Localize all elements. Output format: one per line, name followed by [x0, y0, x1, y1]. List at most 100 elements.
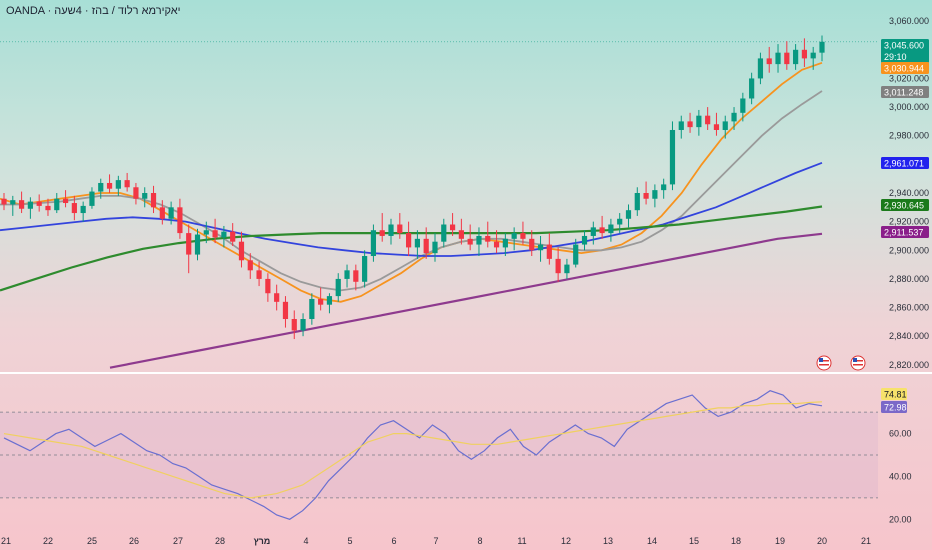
- candle-body: [309, 298, 315, 320]
- price-tag-value: 3,011.248: [884, 88, 923, 98]
- candle-body: [414, 238, 420, 248]
- candle-body: [608, 224, 614, 234]
- price-tag: [881, 86, 929, 98]
- time-tick-label: 5: [347, 536, 352, 546]
- candle-body: [713, 124, 720, 130]
- candle-body: [731, 112, 737, 122]
- flag-stripe: [819, 364, 829, 366]
- candle-body: [555, 258, 561, 274]
- candle-body: [458, 230, 464, 239]
- candle-body: [106, 182, 113, 189]
- candle-body: [133, 187, 139, 199]
- price-axis: 3,060.0003,040.0003,020.0003,000.0002,98…: [881, 16, 929, 370]
- candle-body: [230, 231, 236, 242]
- candle-body: [326, 296, 333, 305]
- flag-stripe: [819, 360, 829, 362]
- price-tick-label: 3,000.000: [889, 102, 929, 112]
- candle-body: [212, 230, 218, 238]
- event-icons: [816, 355, 866, 371]
- candle-body: [669, 129, 676, 185]
- candle-body: [159, 207, 165, 219]
- candle-body: [766, 58, 772, 65]
- candle-body: [467, 238, 473, 245]
- candle-body: [265, 278, 271, 294]
- candle-body: [36, 201, 42, 206]
- candle-body: [441, 224, 447, 242]
- candle-body: [291, 319, 297, 331]
- time-tick-label: 21: [1, 536, 11, 546]
- time-tick-label: 25: [87, 536, 97, 546]
- candle-body: [810, 52, 816, 59]
- candle-body: [115, 180, 121, 189]
- candle-body: [10, 200, 16, 205]
- candle-body: [599, 227, 605, 234]
- time-tick-label: מרץ: [254, 536, 271, 546]
- candle-body: [98, 182, 104, 192]
- candle-body: [476, 235, 482, 245]
- candle-body: [511, 233, 517, 239]
- time-tick-label: 18: [731, 536, 741, 546]
- flag-canton: [819, 358, 823, 362]
- candle-body: [388, 224, 394, 236]
- moving-average-line: [109, 232, 823, 369]
- candle-body: [335, 278, 341, 297]
- candle-body: [423, 238, 429, 254]
- time-tick-label: 28: [215, 536, 225, 546]
- price-tag: [881, 199, 929, 211]
- price-tick-label: 2,920.000: [889, 217, 929, 227]
- candle-body: [89, 191, 95, 206]
- price-tick-label: 2,880.000: [889, 274, 929, 284]
- candle-body: [62, 198, 69, 204]
- price-tick-label: 2,940.000: [889, 188, 929, 198]
- candle-body: [274, 293, 280, 302]
- candle-body: [397, 224, 403, 234]
- candle-body: [581, 235, 588, 245]
- candle-body: [1, 198, 7, 205]
- candle-body: [590, 227, 596, 236]
- candle-body: [124, 180, 130, 188]
- candle-body: [168, 207, 174, 219]
- price-tag-value: 3,045.600: [884, 41, 924, 51]
- rsi-tag: [881, 401, 907, 413]
- candle-body: [573, 244, 579, 265]
- price-tag-countdown: 29:10: [884, 52, 907, 62]
- flag-stripe: [853, 364, 863, 366]
- price-tick-label: 2,980.000: [889, 131, 929, 141]
- candle-body: [142, 193, 148, 199]
- candle-body: [775, 52, 781, 65]
- candle-body: [625, 210, 632, 219]
- rsi-panel: [0, 390, 878, 520]
- price-tag: [881, 157, 929, 169]
- candle-body: [221, 231, 227, 238]
- candle-body: [203, 230, 209, 235]
- candle-body: [282, 301, 289, 320]
- time-tick-label: 8: [477, 536, 482, 546]
- us-flag-icon: [816, 355, 832, 371]
- candle-body: [529, 238, 535, 251]
- us-flag-icon: [850, 355, 866, 371]
- moving-average-line: [0, 61, 823, 303]
- rsi-series-line: [3, 401, 823, 499]
- candle-body: [661, 184, 667, 191]
- candle-body: [186, 233, 192, 255]
- candle-body: [238, 241, 245, 261]
- candle-body: [634, 193, 640, 211]
- rsi-axis: 60.00 40.00 20.00 74.81 72.98: [881, 388, 912, 524]
- rsi-tick-label: 20.00: [889, 514, 912, 524]
- price-tag-value: 2,911.537: [884, 228, 923, 238]
- candle-body: [784, 52, 790, 65]
- price-tick-label: 2,900.000: [889, 245, 929, 255]
- time-tick-label: 12: [561, 536, 571, 546]
- candle-body: [757, 58, 764, 79]
- rsi-tag: [881, 388, 907, 400]
- candle-body: [502, 238, 508, 248]
- price-tag-value: 2,930.645: [884, 201, 924, 211]
- rsi-tag-value: 72.98: [884, 403, 907, 413]
- candle-body: [819, 41, 825, 53]
- candlestick-series: [1, 35, 825, 340]
- candle-body: [493, 241, 500, 248]
- candle-body: [793, 49, 799, 65]
- price-tick-label: 2,840.000: [889, 331, 929, 341]
